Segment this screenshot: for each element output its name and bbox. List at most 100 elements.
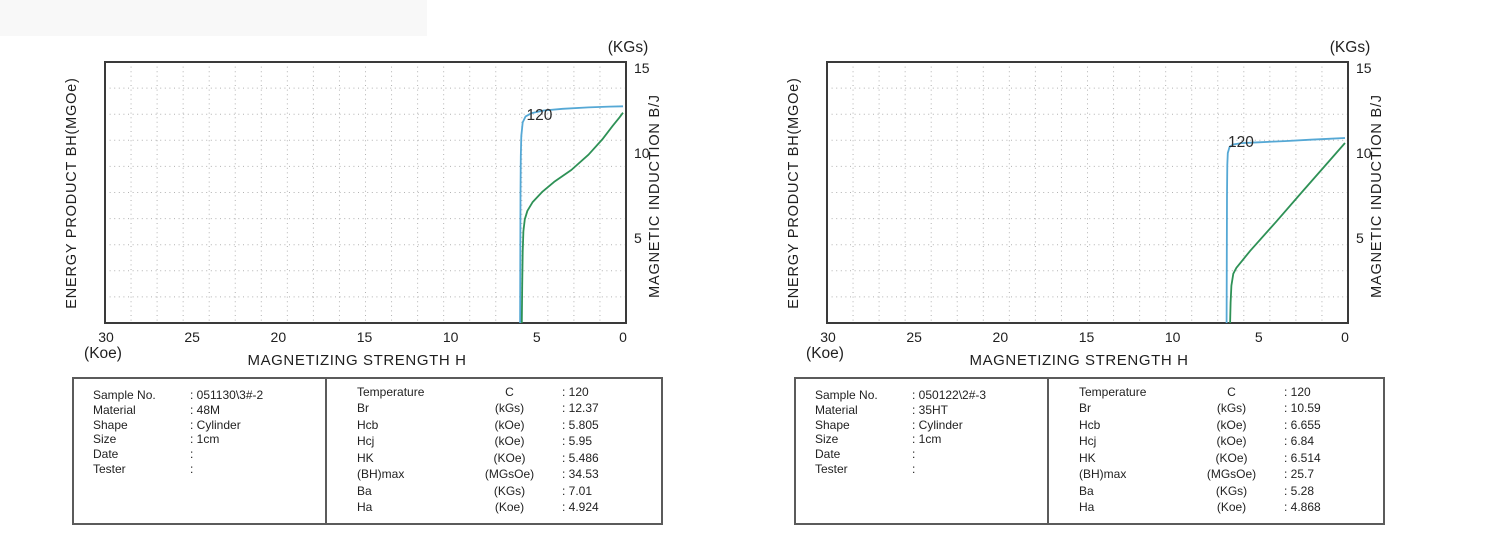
x-unit-label: (Koe)	[84, 345, 122, 362]
svg-text:15: 15	[1079, 329, 1095, 345]
row-label: Date	[93, 447, 119, 462]
svg-text:5: 5	[1356, 230, 1364, 246]
sample-info-cell: Sample No.: 050122\2#-3 Material: 35HT Sha…	[796, 379, 1047, 523]
svg-text:0: 0	[619, 329, 627, 345]
row-value: :	[912, 461, 916, 476]
row-value: : Cylinder	[912, 417, 963, 432]
row-unit: (MGsOe)	[1206, 467, 1257, 482]
svg-text:15: 15	[357, 329, 373, 345]
x-axis-title: MAGNETIZING STRENGTH H	[969, 352, 1188, 369]
row-unit: (KOe)	[493, 450, 526, 465]
row-value: : 12.37	[562, 401, 599, 416]
x-axis-ticks: 30 25 20 15 10 5 0	[820, 329, 1349, 345]
right-panel: 30 25 20 15 10 5 0 15 10 5 (KGs) (Koe) MAGNETIZING S…	[722, 0, 1444, 550]
row-unit: (Koe)	[1216, 500, 1247, 515]
row-label: Ha	[357, 500, 373, 515]
table-divider	[1047, 379, 1049, 523]
row-unit: (Koe)	[494, 500, 525, 515]
table-row: Temperature C: 120	[357, 384, 663, 400]
x-axis-ticks: 30 25 20 15 10 5 0	[98, 329, 627, 345]
table-row: Ha (Koe): 4.868	[1079, 499, 1385, 515]
grid	[827, 62, 1348, 323]
row-label: Hcj	[1079, 434, 1097, 449]
left-y-axis-title: ENERGY PRODUCT BH(MGOe)	[786, 77, 802, 308]
row-unit: C	[1227, 385, 1236, 399]
svg-text:20: 20	[993, 329, 1009, 345]
svg-text:10: 10	[1165, 329, 1181, 345]
row-label: Hcj	[357, 434, 375, 449]
row-label: HK	[1079, 450, 1096, 465]
row-value: : 6.655	[1284, 417, 1321, 432]
table-row: Tester:	[93, 462, 325, 477]
row-value: : 35HT	[912, 402, 949, 417]
row-value: : 4.924	[562, 500, 599, 515]
svg-text:30: 30	[98, 329, 114, 345]
table-row: Size: 1cm	[93, 432, 325, 447]
table-row: Size : 1cm	[815, 432, 1047, 447]
left-panel: 30 25 20 15 10 5 0 15 10 5 (KGs) (Koe) MAGNETIZING S…	[0, 0, 722, 550]
row-unit: C	[505, 385, 514, 399]
temperature-annotation: 120	[526, 107, 552, 124]
row-value: : 1cm	[912, 432, 942, 447]
row-value: : 6.514	[1284, 450, 1321, 465]
table-row: Tester:	[815, 462, 1047, 477]
row-unit: (kOe)	[1216, 434, 1247, 449]
row-label: Ba	[357, 483, 372, 498]
plot-border	[826, 61, 1349, 324]
right-data-table: Sample No.: 050122\2#-3 Material: 35HT Sha…	[794, 377, 1385, 525]
row-value: : 10.59	[1284, 401, 1321, 416]
table-row: Material: 35HT	[815, 403, 1047, 418]
svg-text:15: 15	[634, 60, 650, 76]
row-unit: (KGs)	[1215, 483, 1248, 498]
row-value: : 120	[1284, 385, 1311, 399]
table-row: (BH)max (MGsOe): 25.7	[1079, 466, 1385, 482]
table-divider	[325, 379, 327, 523]
right-y-axis-title: MAGNETIC INDUCTION B/J	[647, 94, 663, 298]
row-unit: (kOe)	[494, 434, 525, 449]
row-label: Temperature	[357, 385, 425, 399]
row-label: Shape	[815, 417, 850, 432]
svg-text:25: 25	[906, 329, 922, 345]
row-label: Hcb	[357, 417, 379, 432]
row-label: Date	[815, 447, 841, 462]
row-label: Ha	[1079, 500, 1095, 515]
B-curve-normal	[520, 112, 624, 324]
row-label: Br	[1079, 401, 1091, 416]
row-value: : 25.7	[1284, 467, 1315, 482]
y-axis-ticks: 15 10 5	[1356, 60, 1372, 246]
plot-border	[104, 61, 627, 324]
x-axis-title: MAGNETIZING STRENGTH H	[247, 352, 466, 369]
table-row: Sample No.: 050122\2#-3	[815, 388, 1047, 403]
row-unit: (kGs)	[1216, 401, 1247, 416]
row-label: Sample No.	[815, 388, 878, 402]
sample-info-cell: Sample No.: 051130\3#-2 Material: 48M Shap…	[74, 379, 325, 523]
table-row: Shape : Cylinder	[93, 418, 325, 433]
svg-text:15: 15	[1356, 60, 1372, 76]
svg-text:5: 5	[634, 230, 642, 246]
row-label: Shape	[93, 417, 128, 432]
row-label: Tester	[815, 461, 848, 476]
y-axis-ticks: 15 10 5	[634, 60, 650, 246]
row-value: : 051130\3#-2	[190, 388, 264, 402]
top-left-band	[0, 0, 427, 36]
table-row: (BH)max (MGsOe): 34.53	[357, 466, 663, 482]
table-row: HK (KOe): 6.514	[1079, 450, 1385, 466]
row-value: : 1cm	[190, 432, 220, 447]
left-demagnetization-chart: 30 25 20 15 10 5 0 15 10 5 (KGs) (Koe) MAGNETIZING S…	[64, 39, 663, 369]
svg-text:25: 25	[184, 329, 200, 345]
table-row: Date:	[815, 447, 1047, 462]
table-row: Hcj (kOe): 6.84	[1079, 433, 1385, 449]
row-unit: (kOe)	[1216, 417, 1247, 432]
row-value: :	[912, 447, 916, 462]
svg-text:0: 0	[1341, 329, 1349, 345]
row-label: Hcb	[1079, 417, 1101, 432]
svg-text:5: 5	[1255, 329, 1263, 345]
row-label: Temperature	[1079, 385, 1147, 399]
row-value: : 48M	[190, 402, 221, 417]
row-value: : 5.28	[1284, 483, 1315, 498]
row-value: : Cylinder	[190, 417, 241, 432]
table-row: Material: 48M	[93, 403, 325, 418]
table-row: Ba (KGs): 5.28	[1079, 483, 1385, 499]
row-value: : 5.805	[562, 417, 599, 432]
row-label: Size	[815, 432, 839, 447]
